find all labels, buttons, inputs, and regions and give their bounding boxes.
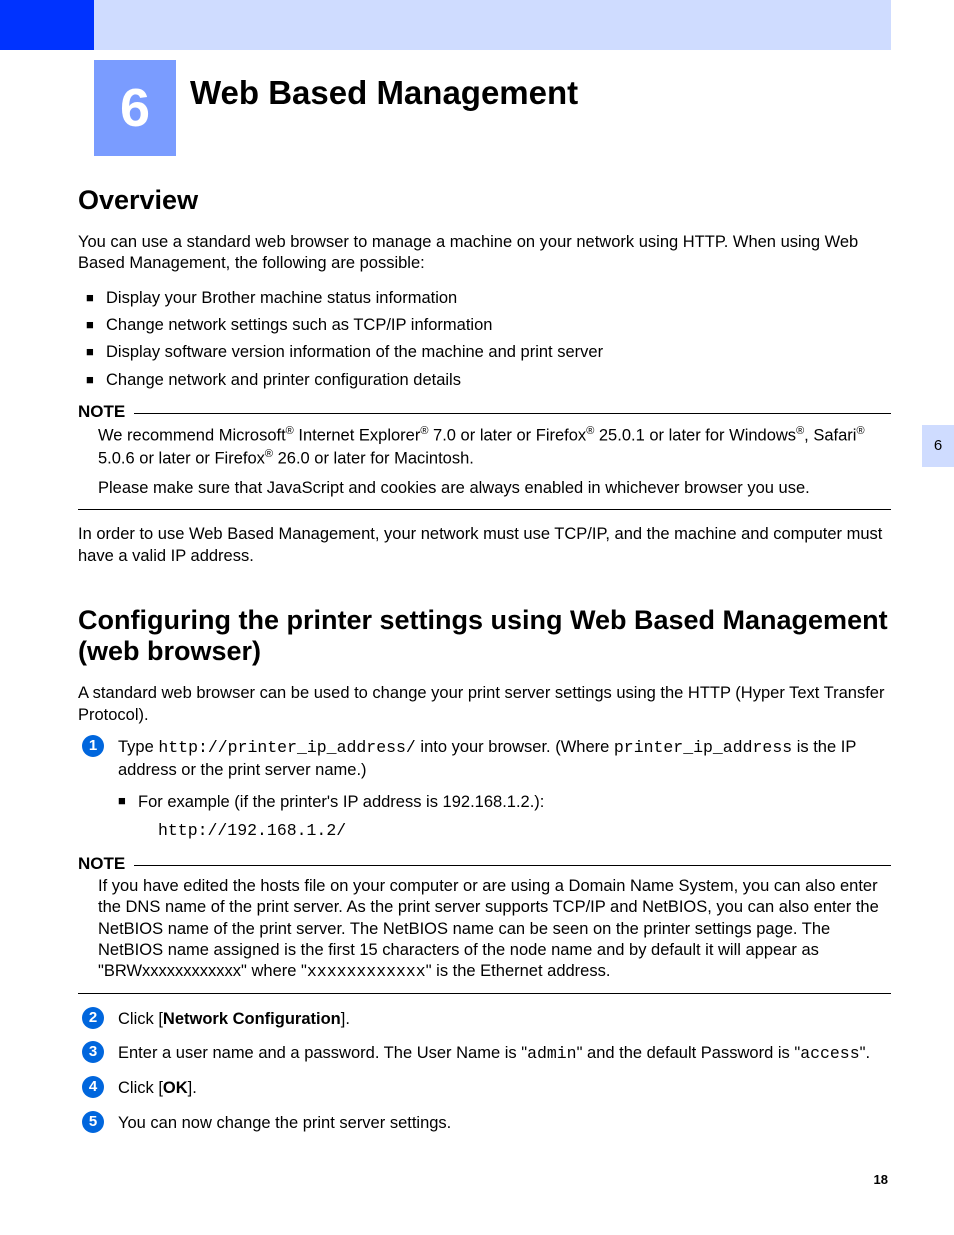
note2-body: If you have edited the hosts file on you… [78, 876, 891, 983]
list-item: Display software version information of … [86, 339, 891, 366]
page-content: Overview You can use a standard web brow… [78, 185, 891, 1146]
note-block: NOTE We recommend Microsoft® Internet Ex… [78, 402, 891, 510]
step-2: 2 Click [Network Configuration]. [78, 1008, 891, 1030]
note-label: NOTE [78, 402, 131, 422]
note-end-rule [78, 993, 891, 994]
example-url: http://192.168.1.2/ [138, 819, 891, 842]
step-4: 4 Click [OK]. [78, 1077, 891, 1099]
header-light-bar [94, 0, 891, 50]
header-accent-bar [0, 0, 94, 50]
note-label: NOTE [78, 854, 131, 874]
configuring-heading: Configuring the printer settings using W… [78, 605, 891, 667]
list-item: Change network and printer configuration… [86, 367, 891, 394]
step-number-badge: 1 [82, 735, 104, 757]
step-number-badge: 5 [82, 1111, 104, 1133]
overview-intro: You can use a standard web browser to ma… [78, 232, 891, 275]
overview-bullet-list: Display your Brother machine status info… [78, 285, 891, 394]
note-end-rule [78, 509, 891, 510]
step-5: 5 You can now change the print server se… [78, 1112, 891, 1134]
list-item: Change network settings such as TCP/IP i… [86, 312, 891, 339]
overview-heading: Overview [78, 185, 891, 216]
step-1: 1 Type http://printer_ip_address/ into y… [78, 736, 891, 842]
configuring-intro: A standard web browser can be used to ch… [78, 683, 891, 726]
chapter-title: Web Based Management [190, 74, 578, 112]
note-rule [134, 413, 891, 414]
step-number-badge: 4 [82, 1076, 104, 1098]
step-3: 3 Enter a user name and a password. The … [78, 1042, 891, 1065]
step-1-sublist: For example (if the printer's IP address… [118, 791, 891, 841]
step-list: 1 Type http://printer_ip_address/ into y… [78, 736, 891, 842]
note-rule [134, 865, 891, 866]
side-chapter-tab: 6 [922, 425, 954, 467]
note-line-2: Please make sure that JavaScript and coo… [78, 478, 891, 499]
list-item: For example (if the printer's IP address… [118, 791, 891, 841]
chapter-number-box: 6 [94, 60, 176, 156]
overview-after: In order to use Web Based Management, yo… [78, 524, 891, 567]
note-block-2: NOTE If you have edited the hosts file o… [78, 854, 891, 994]
list-item: Display your Brother machine status info… [86, 285, 891, 312]
step-number-badge: 3 [82, 1041, 104, 1063]
step-list-continued: 2 Click [Network Configuration]. 3 Enter… [78, 1008, 891, 1134]
note-line-1: We recommend Microsoft® Internet Explore… [78, 424, 891, 470]
page-number: 18 [874, 1172, 888, 1187]
step-number-badge: 2 [82, 1007, 104, 1029]
